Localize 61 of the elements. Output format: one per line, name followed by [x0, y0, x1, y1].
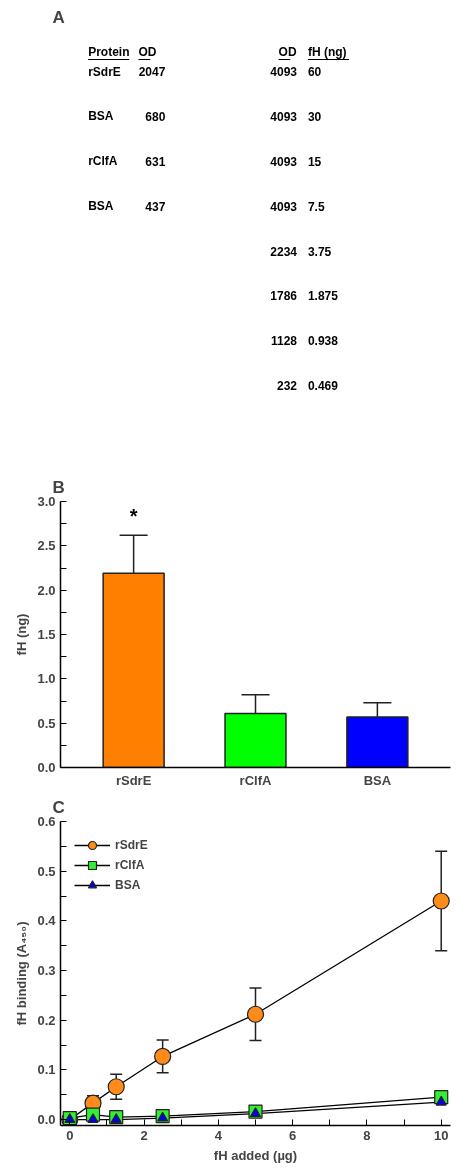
x-tick-label: BSA [363, 772, 392, 788]
text: 60 [307, 65, 322, 80]
text: 1.875 [307, 289, 339, 304]
y-tick-label: 2.0 [37, 582, 56, 598]
text: 437 [145, 199, 166, 214]
annotation: * [129, 505, 138, 528]
text: 2047 [138, 65, 166, 80]
y-tick-label: 0.5 [37, 863, 56, 879]
y-tick-label: 0.3 [37, 963, 56, 979]
x-tick-label: rClfA [239, 772, 272, 788]
legend-label: rClfA [115, 858, 145, 872]
text: 15 [307, 154, 322, 169]
legend-label: BSA [115, 878, 141, 892]
text: BSA [88, 199, 114, 214]
text: 0.469 [307, 379, 339, 393]
text: 4093 [270, 110, 298, 124]
text: 1128 [270, 334, 298, 349]
y-tick-label: 0.0 [37, 760, 56, 775]
x-tick-label: 2 [140, 1127, 148, 1143]
y-tick-label: 0.0 [37, 1112, 56, 1128]
text: BSA [88, 109, 114, 124]
text: 0.938 [307, 334, 339, 349]
y-tick-label: 0.2 [37, 1012, 56, 1028]
x-tick-label: 4 [214, 1127, 223, 1143]
text: 7.5 [307, 199, 325, 214]
y-tick-label: 0.1 [37, 1062, 56, 1078]
y-tick-label: 0.4 [37, 913, 57, 929]
x-axis-title: fH added (µg) [213, 1147, 298, 1163]
y-tick-label: 0.5 [37, 715, 56, 731]
y-tick-label: 3.0 [37, 494, 56, 509]
text: OD [278, 45, 297, 60]
y-tick-label: 1.5 [37, 627, 56, 642]
legend-label: rSdrE [115, 838, 148, 852]
text: 4093 [270, 65, 298, 80]
x-tick-label: 6 [289, 1127, 297, 1143]
x-tick-label: 10 [433, 1127, 449, 1143]
y-tick-label: 0.6 [37, 814, 56, 829]
text: 232 [276, 379, 298, 393]
text: 30 [307, 110, 322, 124]
text: 680 [145, 110, 166, 124]
x-tick-label: rSdrE [115, 772, 152, 788]
x-tick-label: 0 [66, 1127, 74, 1143]
text: OD [138, 45, 157, 60]
y-axis-title: fH binding (A₄₅₀) [14, 921, 30, 1026]
y-axis-title: fH (ng) [14, 613, 30, 656]
text: fH (ng) [307, 45, 347, 60]
text: 4093 [270, 154, 298, 169]
x-tick-label: 8 [363, 1127, 371, 1143]
text: 2234 [270, 244, 298, 259]
chart-title: C [52, 797, 65, 817]
text: rSdrE [88, 64, 121, 79]
text: 4093 [270, 199, 298, 214]
text: 631 [145, 154, 166, 169]
y-tick-label: 2.5 [37, 538, 56, 554]
y-tick-label: 1.0 [37, 671, 56, 687]
chart-title: B [52, 477, 65, 497]
text: 3.75 [307, 244, 332, 259]
text: Protein [88, 45, 130, 60]
text: rClfA [88, 154, 118, 169]
text: 1786 [270, 289, 298, 304]
text: A [52, 7, 65, 27]
